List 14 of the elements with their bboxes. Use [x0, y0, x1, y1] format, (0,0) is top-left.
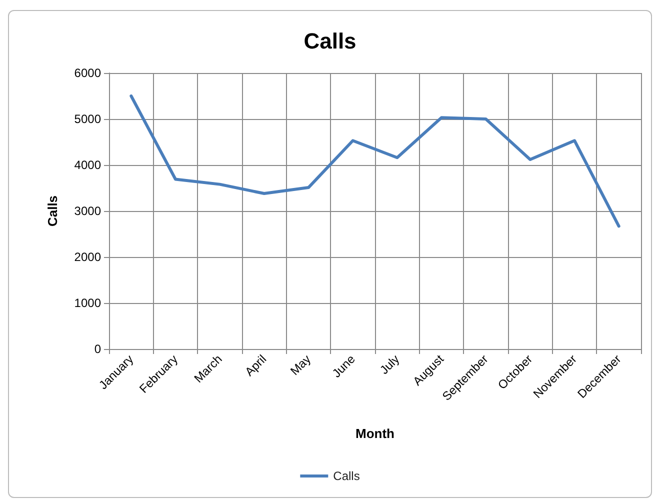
x-tick-label: May: [288, 352, 314, 378]
line-series: [130, 94, 620, 228]
y-tick-label: 5000: [74, 112, 102, 126]
x-tick-label: July: [377, 352, 402, 378]
y-tick-label: 3000: [74, 204, 102, 218]
y-tick-label: 1000: [74, 296, 102, 310]
y-tick-label: 2000: [74, 250, 102, 264]
y-tick-label: 4000: [74, 158, 102, 172]
legend-label: Calls: [333, 469, 360, 483]
y-tick-label: 0: [94, 342, 102, 356]
y-axis-title: Calls: [45, 195, 60, 227]
y-tick-label: 6000: [74, 66, 102, 80]
x-axis-title: Month: [356, 426, 395, 441]
chart-title: Calls: [304, 28, 356, 54]
